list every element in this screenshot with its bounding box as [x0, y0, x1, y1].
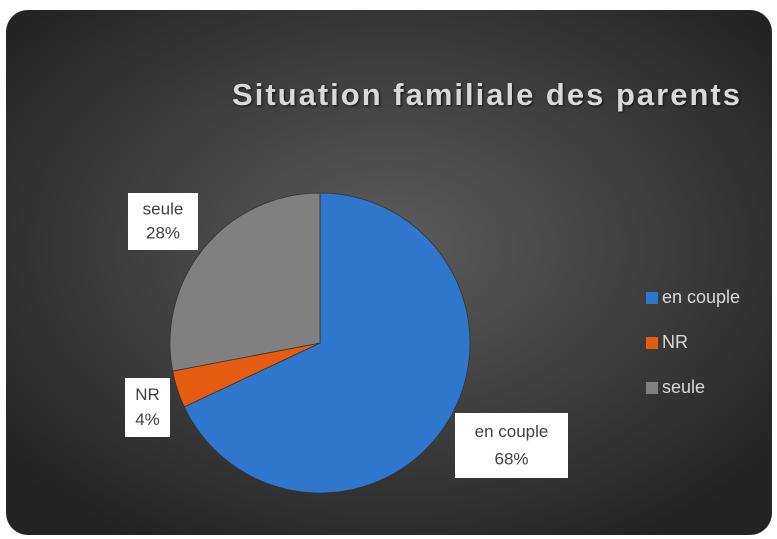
data-label: NR 4%	[125, 378, 170, 437]
data-label-value: 28%	[146, 224, 180, 243]
pie-slice	[183, 192, 471, 494]
data-label-category: en couple	[475, 422, 549, 441]
data-label: en couple 68%	[455, 413, 568, 478]
pie	[169, 192, 471, 494]
legend-label: NR	[662, 332, 688, 352]
data-label-box	[125, 378, 170, 437]
data-label-category: NR	[135, 385, 160, 404]
data-label-category: seule	[143, 200, 184, 219]
data-label-value: 4%	[135, 410, 160, 429]
legend: en couple NR seule	[646, 287, 740, 397]
legend-swatch	[646, 292, 658, 304]
legend-swatch	[646, 337, 658, 349]
data-label-box	[128, 193, 198, 250]
data-labels: en couple 68% NR 4% seule 28%	[125, 193, 568, 478]
legend-swatch	[646, 382, 658, 394]
data-label-box	[455, 413, 568, 478]
legend-label: seule	[662, 377, 705, 397]
pie-slice	[169, 192, 321, 372]
data-label-value: 68%	[494, 449, 528, 468]
data-label: seule 28%	[128, 193, 198, 250]
legend-label: en couple	[662, 287, 740, 307]
chart-title: Situation familiale des parents	[232, 77, 742, 112]
